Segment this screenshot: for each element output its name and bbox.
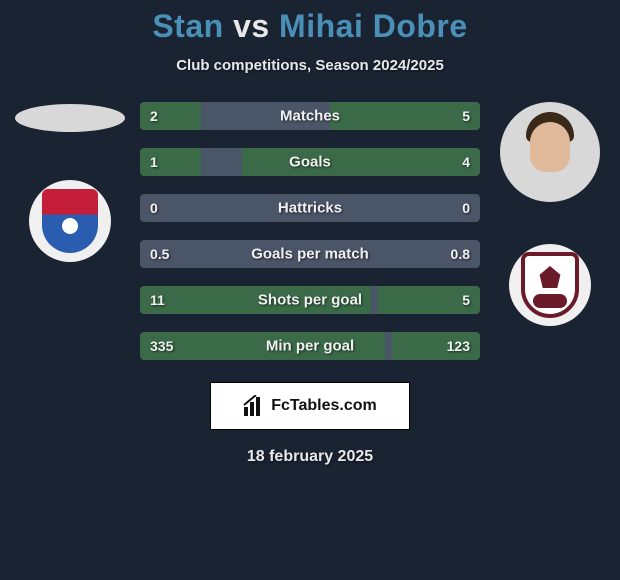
title-left-name: Stan [152,8,223,44]
stat-row: 11 5 Shots per goal [140,286,480,314]
stat-row: 2 5 Matches [140,102,480,130]
stat-row: 0 0 Hattricks [140,194,480,222]
date-text: 18 february 2025 [247,448,373,466]
bar-label: Shots per goal [258,292,362,309]
club-badge-left [29,180,111,262]
club-shield-left-icon [42,189,98,253]
bar-label: Matches [280,108,340,125]
player-photo-right [500,102,600,202]
bar-label: Goals per match [251,246,369,263]
left-side [10,102,130,262]
stats-bars: 2 5 Matches 1 4 Goals 0 0 Hattricks 0.5 0.8 Goals p… [140,102,480,360]
bar-value-left: 2 [150,108,158,124]
bar-value-left: 0.5 [150,246,169,262]
club-shield-right-icon [521,252,579,318]
bar-fill-right [330,102,480,130]
page-title: Stan vs Mihai Dobre [152,8,467,45]
bar-value-right: 0 [462,200,470,216]
bar-label: Min per goal [266,338,354,355]
bar-label: Goals [289,154,331,171]
title-vs: vs [233,8,270,44]
club-badge-right [509,244,591,326]
infographic-root: Stan vs Mihai Dobre Club competitions, S… [0,0,620,580]
brand-text: FcTables.com [271,397,377,415]
bar-value-left: 11 [150,292,165,308]
right-side [490,102,610,326]
title-right-name: Mihai Dobre [279,8,468,44]
brand-badge: FcTables.com [210,382,410,430]
brand-logo-icon [243,395,265,417]
bar-fill-right [242,148,480,176]
bar-value-right: 5 [462,292,470,308]
stat-row: 1 4 Goals [140,148,480,176]
bar-value-right: 0.8 [451,246,470,262]
bar-value-right: 123 [447,338,470,354]
bar-value-left: 1 [150,154,158,170]
bar-value-left: 0 [150,200,158,216]
bar-value-right: 5 [462,108,470,124]
main-content: 2 5 Matches 1 4 Goals 0 0 Hattricks 0.5 0.8 Goals p… [0,102,620,360]
bar-value-right: 4 [462,154,470,170]
bar-label: Hattricks [278,200,342,217]
subtitle: Club competitions, Season 2024/2025 [176,57,444,74]
stat-row: 0.5 0.8 Goals per match [140,240,480,268]
stat-row: 335 123 Min per goal [140,332,480,360]
player-photo-left [15,104,125,132]
bar-value-left: 335 [150,338,173,354]
